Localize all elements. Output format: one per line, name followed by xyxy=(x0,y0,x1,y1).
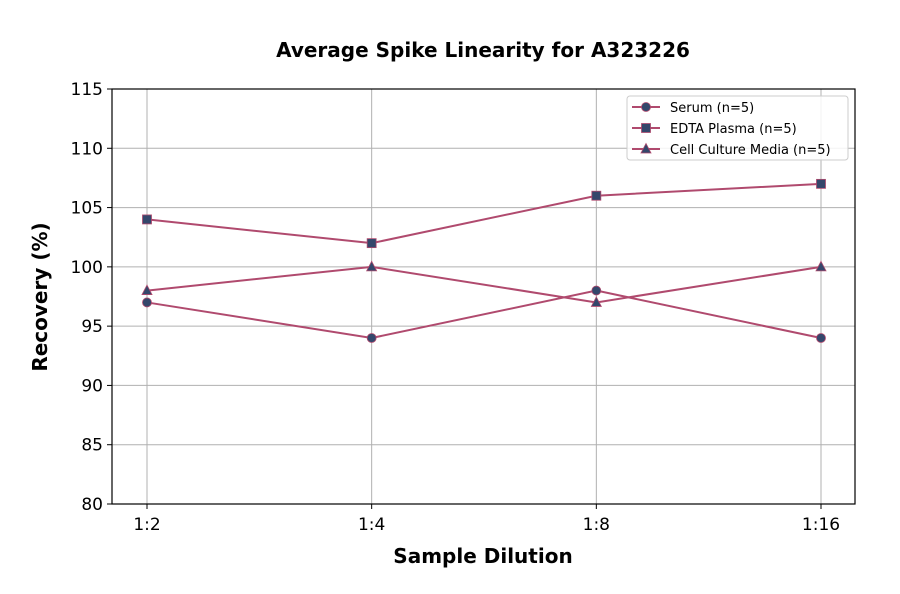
data-point-square xyxy=(366,238,377,249)
legend-label: Cell Culture Media (n=5) xyxy=(670,143,831,158)
data-point-circle xyxy=(591,285,602,296)
x-tick-label: 1:16 xyxy=(802,515,840,535)
legend: Serum (n=5) EDTA Plasma (n=5) Cell Culture… xyxy=(626,95,849,161)
circle-marker-icon xyxy=(641,102,651,112)
y-tick-label: 80 xyxy=(81,495,103,515)
plot-area xyxy=(111,88,856,505)
data-point-triangle xyxy=(815,260,827,272)
legend-box xyxy=(626,95,849,161)
x-tick-label: 1:4 xyxy=(358,515,385,535)
y-tick-label: 85 xyxy=(81,436,103,456)
x-axis-label: Sample Dilution xyxy=(393,544,572,568)
y-tick-label: 115 xyxy=(71,80,103,100)
y-axis-label: Recovery (%) xyxy=(28,222,52,371)
series-line-0 xyxy=(146,289,822,340)
series-line-2 xyxy=(146,265,822,304)
triangle-marker-icon xyxy=(640,142,652,154)
data-point-triangle xyxy=(590,296,602,307)
data-point-square xyxy=(816,178,826,189)
data-point-square xyxy=(591,190,602,201)
legend-label: EDTA Plasma (n=5) xyxy=(670,122,797,137)
x-tick-label: 1:2 xyxy=(133,515,160,535)
data-point-square xyxy=(142,214,152,225)
data-point-triangle xyxy=(141,284,153,295)
chart-title: Average Spike Linearity for A323226 xyxy=(276,38,690,62)
x-tick-label: 1:8 xyxy=(583,515,610,535)
legend-label: Serum (n=5) xyxy=(670,101,754,116)
data-point-circle xyxy=(142,297,152,308)
y-tick-label: 95 xyxy=(81,317,103,337)
data-point-triangle xyxy=(366,260,378,272)
y-tick-label: 90 xyxy=(81,376,103,396)
y-tick-label: 105 xyxy=(71,199,103,219)
data-point-circle xyxy=(816,333,826,343)
square-marker-icon xyxy=(641,123,651,133)
data-point-circle xyxy=(366,333,377,343)
series-line-1 xyxy=(146,182,822,245)
y-tick-label: 110 xyxy=(71,139,103,159)
y-tick-label: 100 xyxy=(71,258,103,278)
